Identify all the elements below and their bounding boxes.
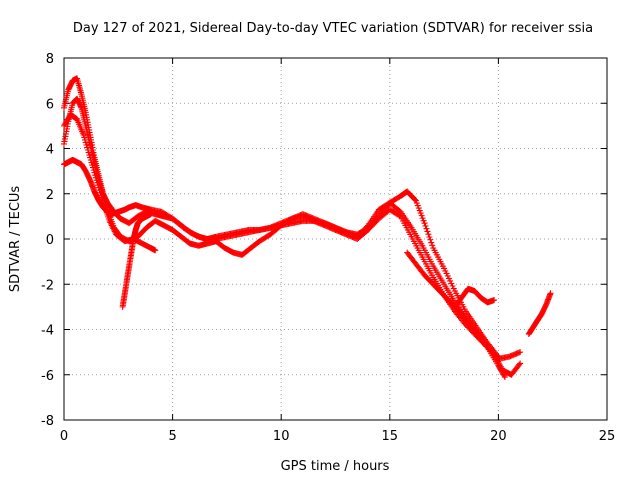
x-tick-label: 5: [168, 429, 176, 444]
data-point: [421, 220, 428, 227]
x-tick-label: 0: [60, 429, 68, 444]
x-tick-label: 25: [599, 429, 616, 444]
data-point: [424, 228, 431, 235]
y-tick-label: -2: [41, 278, 54, 293]
y-axis-title: SDTVAR / TECUs: [8, 186, 23, 293]
y-tick-label: 6: [46, 97, 54, 112]
x-tick-label: 15: [382, 429, 399, 444]
data-series: [61, 75, 554, 381]
y-tick-label: 0: [46, 233, 54, 248]
data-point: [501, 374, 508, 381]
series-track-5: [119, 211, 154, 310]
data-point: [516, 361, 523, 368]
data-point: [423, 225, 430, 232]
data-point: [517, 349, 524, 356]
plot-frame: [63, 57, 608, 421]
y-tick-label: -4: [41, 324, 54, 339]
y-tick-label: 8: [46, 52, 54, 67]
series-track-7: [451, 285, 498, 310]
series-track-6: [404, 249, 524, 378]
data-point: [490, 350, 497, 357]
data-point: [152, 247, 159, 254]
axis-ticks: [63, 57, 608, 421]
data-point: [426, 233, 433, 240]
series-track-3: [61, 95, 508, 381]
data-point: [422, 222, 429, 229]
series-track-8: [525, 290, 554, 338]
data-point: [396, 212, 403, 219]
x-tick-label: 20: [490, 429, 507, 444]
y-tick-label: 2: [46, 188, 54, 203]
data-point: [428, 239, 435, 246]
data-point: [427, 236, 434, 243]
y-tick-label: 4: [46, 143, 54, 158]
chart-title: Day 127 of 2021, Sidereal Day-to-day VTE…: [73, 21, 593, 36]
x-axis-title: GPS time / hours: [281, 459, 390, 474]
data-point: [517, 360, 524, 367]
x-tick-label: 10: [273, 429, 290, 444]
grid: [64, 58, 607, 420]
data-point: [411, 196, 418, 203]
data-point: [491, 297, 498, 304]
y-tick-label: -6: [41, 369, 54, 384]
data-point: [547, 290, 554, 297]
data-point: [425, 231, 432, 238]
data-point: [147, 211, 154, 218]
y-tick-label: -8: [41, 414, 54, 429]
data-point: [429, 242, 436, 249]
